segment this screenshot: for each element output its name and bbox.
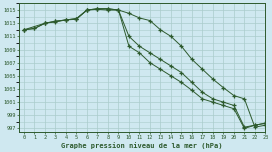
X-axis label: Graphe pression niveau de la mer (hPa): Graphe pression niveau de la mer (hPa) [61, 142, 223, 149]
